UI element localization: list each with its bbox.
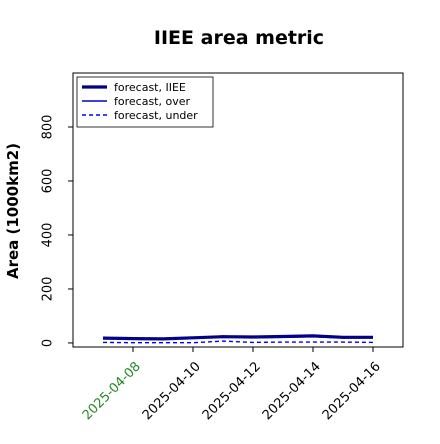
series-layer	[102, 334, 374, 344]
x-tick-label: 2025-04-14	[260, 359, 324, 423]
y-tick-label: 400	[41, 223, 56, 248]
legend-box	[76, 76, 214, 128]
y-tick-label: 200	[41, 277, 56, 302]
series-line	[102, 334, 373, 341]
x-tick-label: 2025-04-16	[320, 359, 384, 423]
legend-label: forecast, IIEE	[114, 81, 186, 94]
series-line	[102, 340, 374, 344]
x-tick-label: 2025-04-10	[140, 359, 204, 423]
legend-label: forecast, over	[114, 95, 190, 108]
plot-frame	[72, 72, 404, 348]
legend-label: forecast, under	[114, 109, 198, 122]
y-tick-label: 0	[41, 339, 56, 347]
y-tick-label: 600	[41, 169, 56, 194]
axis-layer: 02004006008002025-04-082025-04-102025-04…	[41, 115, 384, 424]
x-tick-label: 2025-04-12	[200, 359, 264, 423]
y-tick-label: 800	[41, 115, 56, 140]
y-axis-label: Area (1000km2)	[4, 143, 22, 279]
chart-title: IIEE area metric	[154, 27, 324, 49]
x-tick-label: 2025-04-08	[80, 359, 144, 423]
